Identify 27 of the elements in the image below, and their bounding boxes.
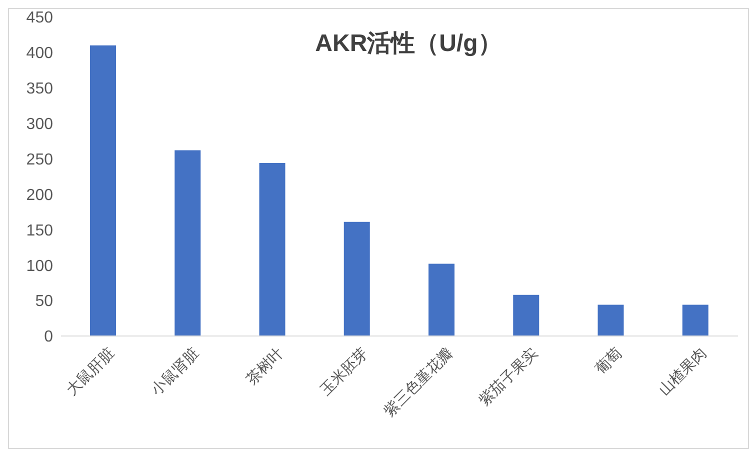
bar	[598, 304, 624, 336]
y-tick-label: 50	[35, 293, 54, 310]
bar	[344, 222, 370, 336]
y-tick-label: 200	[26, 186, 54, 204]
text: AKR活性（U/g）	[315, 30, 502, 57]
bar	[174, 150, 201, 336]
y-tick-label: 0	[44, 328, 54, 346]
x-tick-label: 紫茄子果实	[475, 344, 541, 410]
y-tick-label: 450	[26, 10, 54, 27]
y-tick-label: 250	[26, 151, 54, 168]
bar	[513, 294, 540, 336]
x-tick-label: 茶树叶	[242, 344, 288, 388]
x-tick-label: 小鼠肾脏	[147, 344, 202, 399]
bar	[90, 45, 116, 336]
bar	[428, 264, 454, 336]
x-tick-label: 山楂果肉	[655, 344, 710, 399]
y-tick-label: 300	[26, 116, 54, 134]
x-tick-label: 大鼠肝脏	[62, 344, 118, 399]
y-tick-label: 150	[26, 222, 54, 240]
y-tick-label: 400	[26, 45, 54, 62]
y-tick-label: 100	[26, 258, 54, 275]
x-tick-label: 玉米胚芽	[316, 344, 372, 399]
bar	[259, 163, 286, 336]
y-tick-label: 350	[26, 80, 54, 98]
x-tick-label: 紫三色堇花瓣	[380, 344, 456, 420]
x-tick-label: 葡萄	[592, 344, 626, 378]
bar	[682, 304, 708, 336]
